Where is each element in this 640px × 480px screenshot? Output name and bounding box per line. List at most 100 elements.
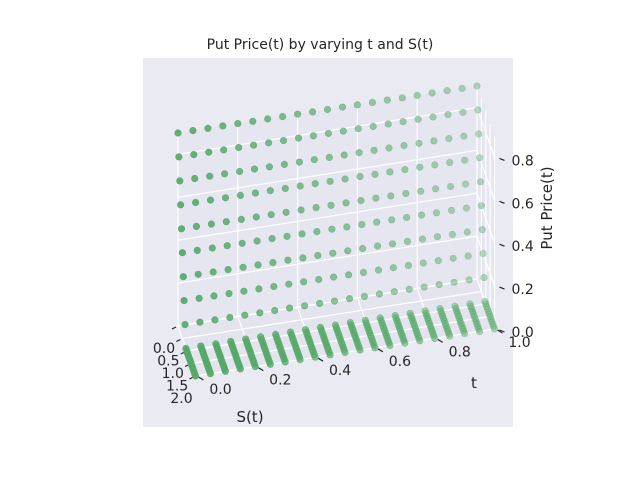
data-point	[286, 304, 294, 312]
data-point	[294, 110, 302, 118]
data-point	[225, 290, 233, 298]
data-point	[340, 151, 348, 159]
data-point	[389, 264, 398, 272]
data-point	[400, 142, 408, 150]
x-tick-label: 1.5	[166, 379, 188, 395]
data-point	[329, 249, 337, 257]
data-point	[250, 141, 258, 149]
data-point	[206, 196, 215, 204]
data-point	[420, 283, 428, 291]
data-point	[485, 310, 493, 318]
data-point	[224, 266, 232, 274]
data-point	[386, 341, 394, 350]
z-gridline	[177, 192, 496, 244]
data-point	[281, 358, 289, 366]
data-point	[355, 149, 363, 157]
data-point	[387, 192, 395, 200]
data-point	[176, 177, 184, 185]
data-point	[310, 156, 318, 164]
data-point	[371, 170, 379, 178]
z-gridline	[177, 149, 496, 201]
data-point	[431, 334, 439, 343]
data-point	[271, 306, 279, 315]
data-point	[463, 228, 471, 236]
data-point	[338, 103, 347, 111]
data-point	[281, 184, 289, 192]
data-point	[330, 297, 339, 305]
z-tick-label: 0.8	[512, 153, 534, 169]
data-point	[238, 239, 246, 247]
z-tick-label: 0.2	[512, 282, 534, 298]
data-point	[210, 292, 218, 300]
data-point	[472, 317, 480, 326]
y-tick	[257, 367, 264, 372]
data-point	[386, 168, 394, 176]
data-point	[309, 132, 318, 140]
data-point	[447, 182, 455, 191]
data-point	[354, 125, 362, 133]
data-point	[221, 194, 230, 202]
data-point	[370, 146, 378, 154]
data-point	[344, 247, 352, 255]
data-point	[181, 321, 189, 329]
data-point	[284, 256, 292, 264]
data-point	[452, 305, 460, 313]
data-point	[483, 305, 492, 313]
data-point	[226, 313, 234, 322]
x-tick-label: 2.0	[170, 391, 192, 407]
data-point	[357, 197, 365, 205]
data-point	[477, 202, 486, 210]
x-tick	[171, 326, 177, 330]
data-point	[443, 87, 451, 95]
x-tick-label: 0.0	[153, 341, 175, 357]
data-point	[280, 160, 289, 168]
data-point	[222, 218, 230, 226]
data-point	[309, 108, 317, 116]
data-point	[469, 310, 478, 318]
data-point	[219, 122, 227, 130]
data-point	[341, 348, 349, 357]
data-point	[191, 372, 200, 380]
data-point	[279, 136, 288, 145]
data-point	[433, 233, 442, 241]
data-point	[430, 137, 438, 145]
data-point	[253, 237, 261, 245]
data-point	[398, 94, 406, 102]
data-point	[205, 148, 213, 156]
z-tick-label: 0.4	[512, 239, 534, 255]
data-point	[489, 320, 497, 328]
data-point	[466, 300, 474, 308]
data-point	[457, 320, 465, 328]
chart-title: Put Price(t) by varying t and S(t)	[207, 37, 434, 53]
data-point	[204, 124, 212, 132]
data-point	[211, 316, 219, 324]
data-point	[476, 327, 484, 336]
data-point	[416, 163, 424, 171]
data-point	[435, 281, 443, 289]
data-point	[474, 106, 482, 114]
data-point	[327, 201, 335, 209]
data-point	[294, 134, 303, 142]
data-point	[179, 273, 187, 281]
y-tick	[377, 348, 384, 353]
data-point	[295, 158, 304, 166]
data-point	[490, 325, 499, 333]
data-point	[429, 113, 437, 121]
data-point	[451, 302, 459, 310]
data-point	[192, 222, 200, 230]
z-tick-label: 0.6	[512, 196, 534, 212]
data-point	[369, 122, 377, 130]
data-point	[418, 211, 426, 219]
data-point	[482, 300, 490, 308]
data-point	[324, 129, 333, 137]
data-point	[475, 325, 483, 333]
z-gridline	[177, 235, 496, 287]
data-point	[315, 275, 323, 284]
data-point	[356, 346, 364, 354]
data-point	[458, 322, 466, 330]
data-point	[404, 261, 413, 270]
data-point	[416, 337, 424, 345]
data-point	[326, 177, 334, 185]
data-point	[236, 191, 244, 199]
data-point	[314, 251, 322, 260]
